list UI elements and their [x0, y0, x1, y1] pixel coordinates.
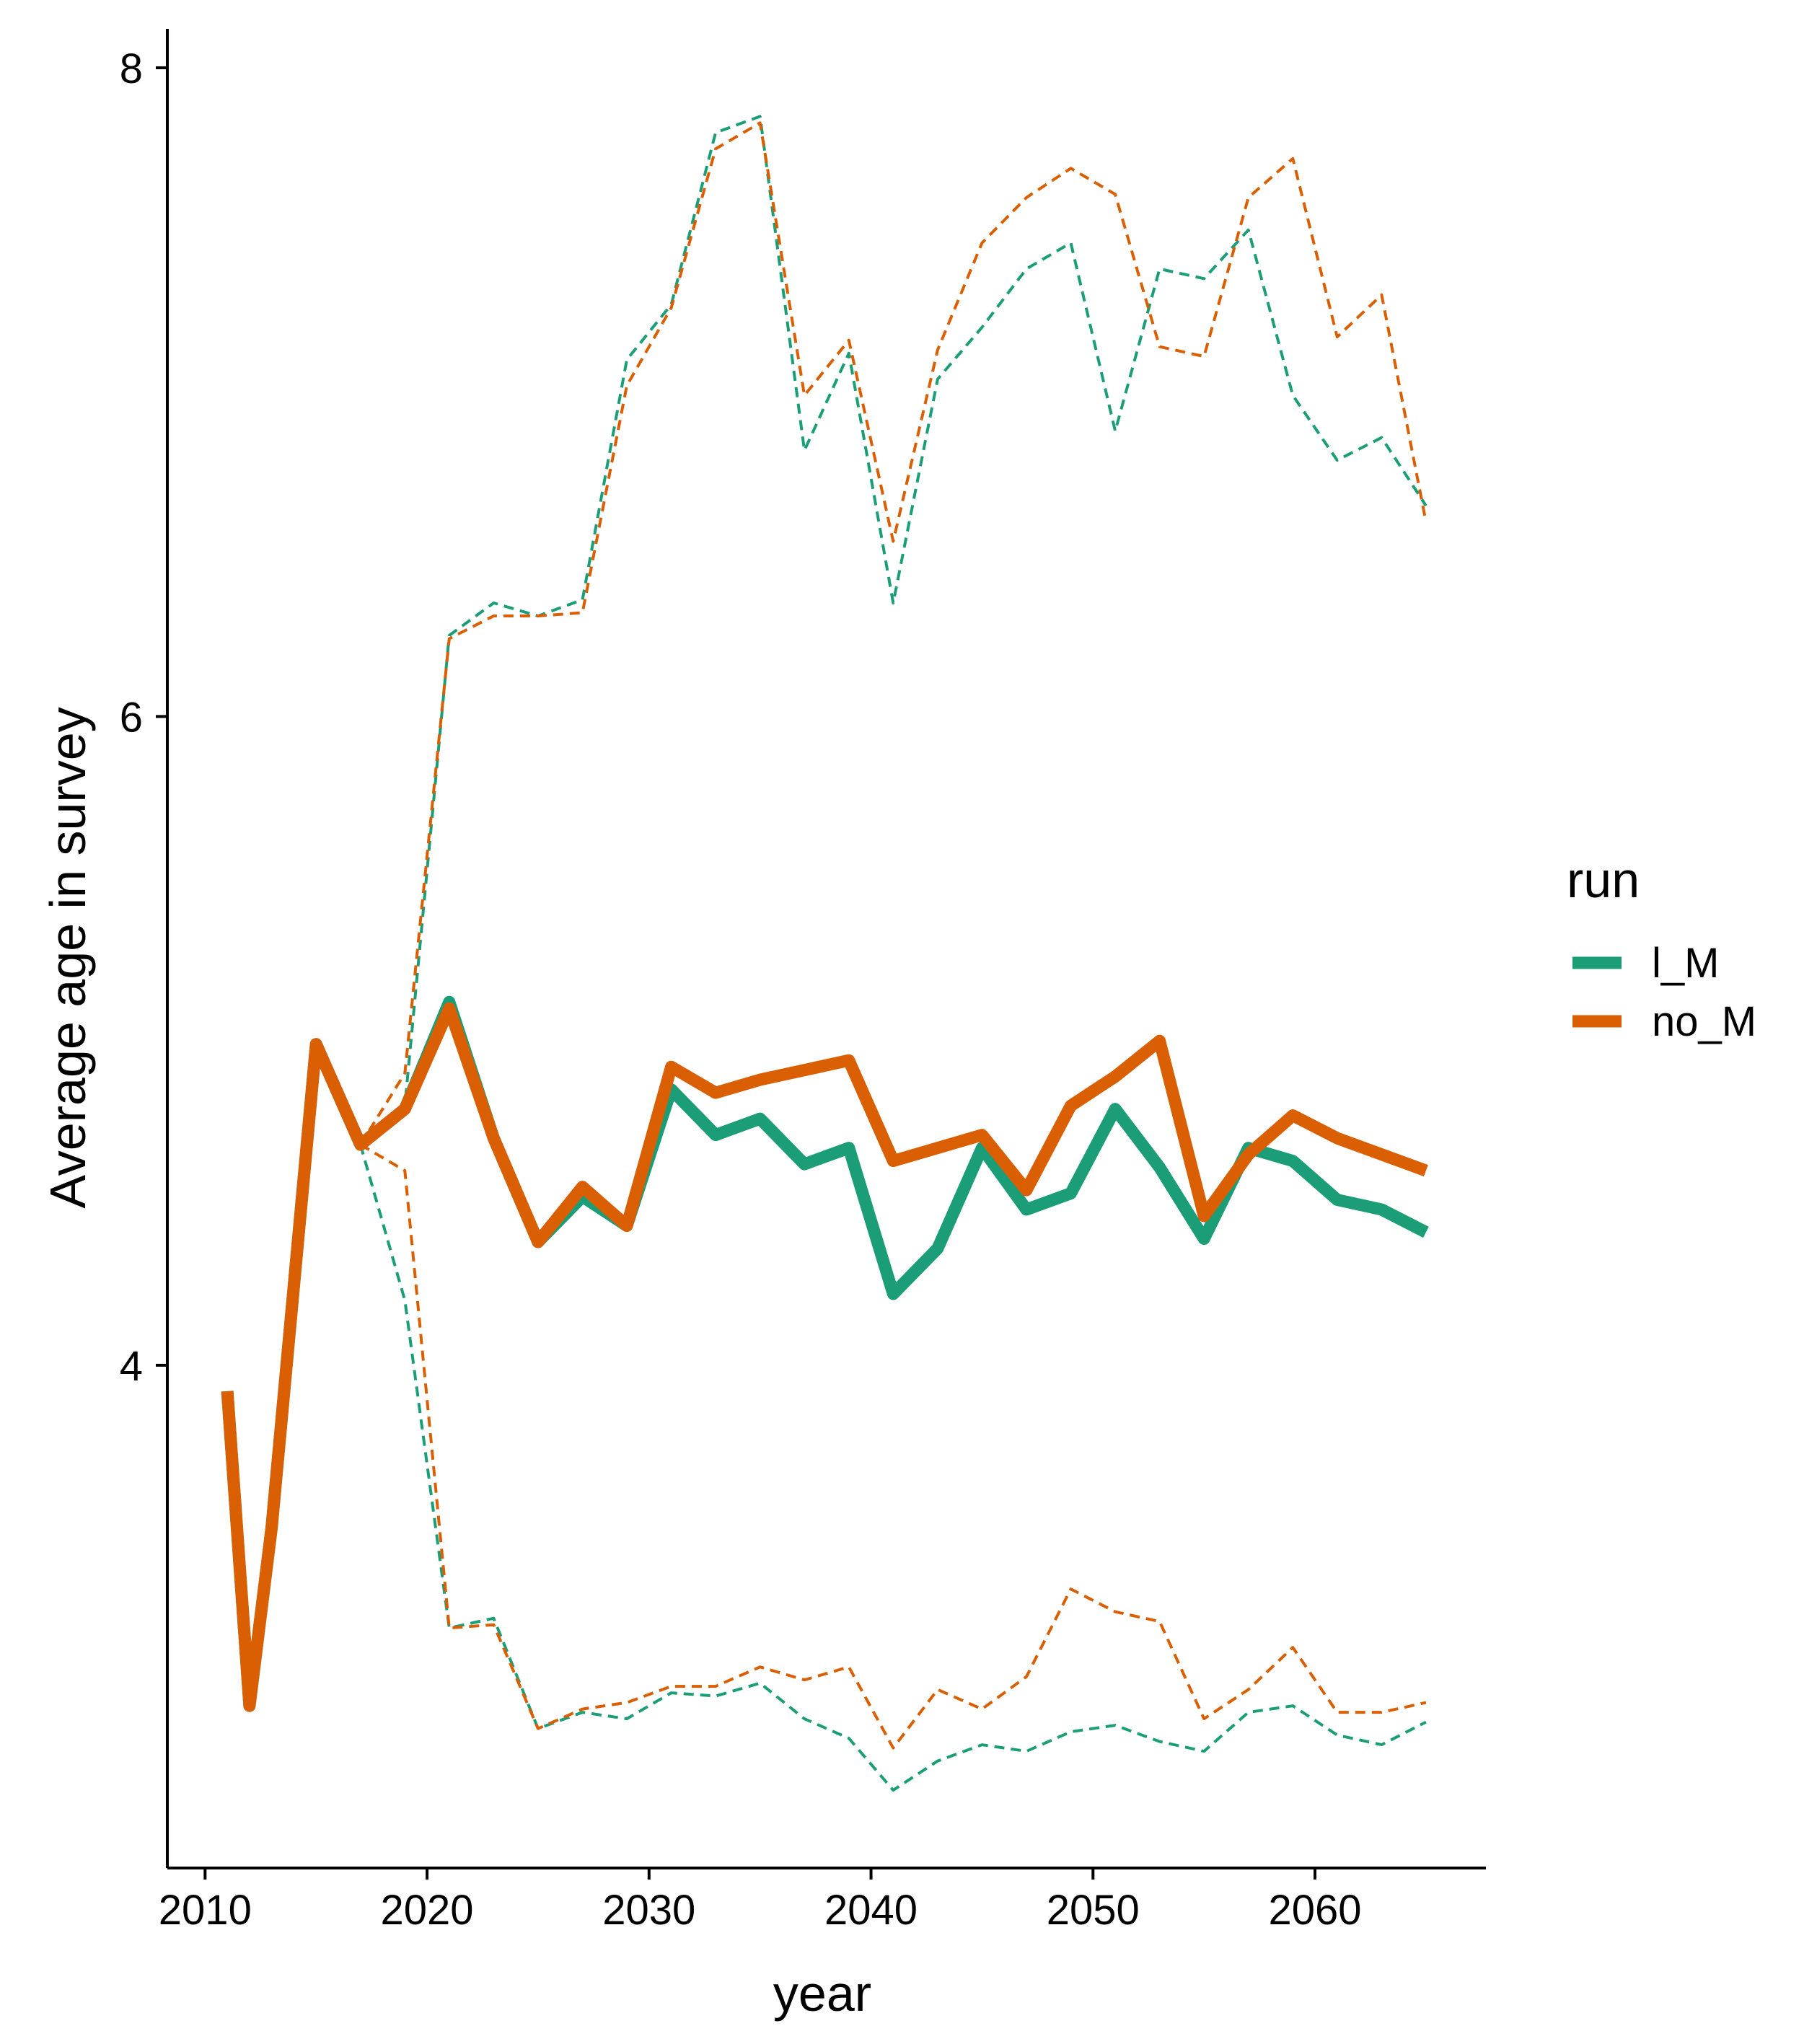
series-line-l-m-lower-bound [358, 1144, 1427, 1792]
legend-label-l-m: l_M [1652, 940, 1719, 987]
y-tick-label: 4 [120, 1343, 143, 1390]
series-lines [221, 115, 1429, 1792]
series-line-no-m-upper-bound [359, 121, 1427, 1146]
series-line-no-m [221, 1002, 1428, 1712]
x-tick-label: 2050 [1047, 1887, 1140, 1934]
series-line-l-m-upper-bound [359, 115, 1427, 1146]
x-tick-label: 2040 [824, 1887, 918, 1934]
x-tick-label: 2030 [602, 1887, 695, 1934]
y-tick-label: 8 [120, 45, 143, 92]
x-tick-label: 2060 [1269, 1887, 1362, 1934]
x-tick-label: 2010 [159, 1887, 252, 1934]
axes: 2010 2020 2030 2040 2050 2060 4 6 8 [120, 29, 1486, 1934]
y-tick-label: 6 [120, 694, 143, 741]
x-axis-title: year [773, 1965, 871, 2022]
legend-title: run [1567, 852, 1640, 908]
y-axis-title: Average age in survey [40, 707, 96, 1208]
legend-label-no-m: no_M [1652, 998, 1756, 1045]
legend: run l_M no_M [1567, 852, 1756, 1045]
x-tick-label: 2020 [381, 1887, 474, 1934]
series-line-no-m-lower-bound [359, 1143, 1427, 1750]
